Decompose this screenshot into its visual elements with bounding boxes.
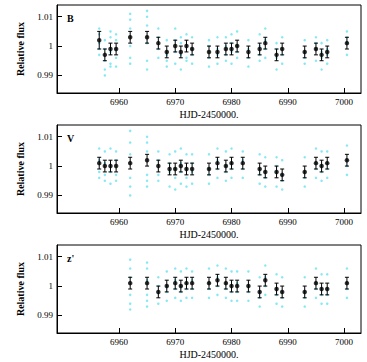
- svg-text:6960: 6960: [110, 337, 129, 347]
- svg-text:6980: 6980: [223, 337, 242, 347]
- svg-text:6970: 6970: [166, 217, 185, 227]
- svg-text:6990: 6990: [279, 97, 298, 107]
- svg-text:HJD-2450000.: HJD-2450000.: [179, 109, 238, 120]
- svg-text:6970: 6970: [166, 337, 185, 347]
- svg-text:6990: 6990: [279, 337, 298, 347]
- svg-text:Relative flux: Relative flux: [15, 142, 26, 196]
- svg-text:6980: 6980: [223, 97, 242, 107]
- svg-text:0.99: 0.99: [37, 70, 53, 80]
- svg-text:1: 1: [49, 161, 54, 171]
- svg-text:6970: 6970: [166, 97, 185, 107]
- svg-text:B: B: [67, 13, 74, 24]
- svg-text:7000: 7000: [335, 97, 354, 107]
- svg-text:6960: 6960: [110, 217, 129, 227]
- svg-text:7000: 7000: [335, 337, 354, 347]
- svg-text:6990: 6990: [279, 217, 298, 227]
- svg-text:0.99: 0.99: [37, 310, 53, 320]
- svg-text:1.01: 1.01: [37, 132, 53, 142]
- svg-text:1: 1: [49, 41, 54, 51]
- svg-text:Relative flux: Relative flux: [15, 262, 26, 316]
- svg-text:7000: 7000: [335, 217, 354, 227]
- svg-text:V: V: [67, 133, 75, 144]
- svg-text:Relative flux: Relative flux: [15, 22, 26, 76]
- svg-text:1: 1: [49, 281, 54, 291]
- svg-text:1.01: 1.01: [37, 12, 53, 22]
- svg-text:HJD-2450000.: HJD-2450000.: [179, 229, 238, 240]
- svg-text:0.99: 0.99: [37, 190, 53, 200]
- svg-text:z': z': [67, 253, 74, 264]
- svg-text:HJD-2450000.: HJD-2450000.: [179, 349, 238, 360]
- svg-text:6960: 6960: [110, 97, 129, 107]
- svg-text:1.01: 1.01: [37, 252, 53, 262]
- svg-text:6980: 6980: [223, 217, 242, 227]
